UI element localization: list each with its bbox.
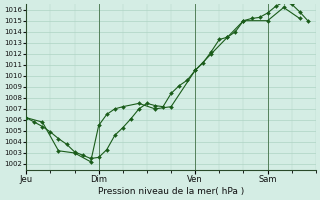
X-axis label: Pression niveau de la mer( hPa ): Pression niveau de la mer( hPa ) [98,187,244,196]
